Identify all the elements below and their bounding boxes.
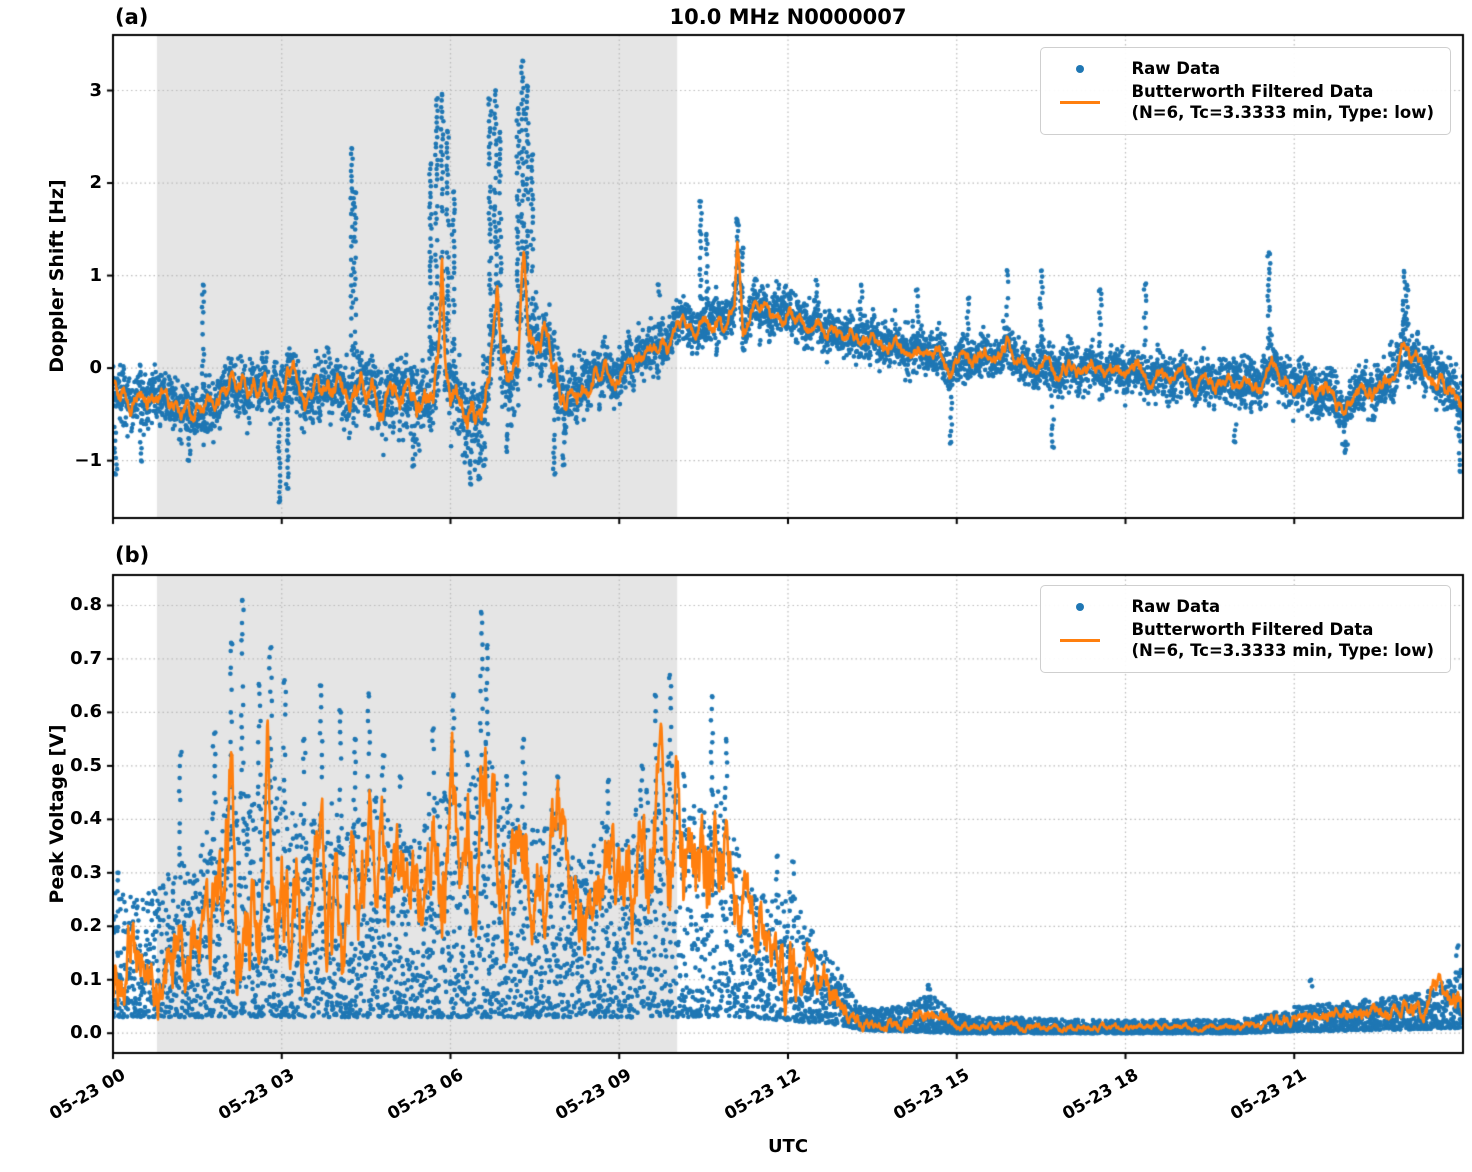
filtered-line-icon xyxy=(1051,638,1109,642)
y-tick-label: 0.0 xyxy=(70,1022,102,1044)
y-tick-label: 0.3 xyxy=(70,861,102,883)
panel-a-tag: (a) xyxy=(115,5,149,29)
legend-entry-raw: Raw Data xyxy=(1051,58,1434,79)
y-tick-label: 0 xyxy=(89,357,102,379)
legend-panel-b: Raw Data Butterworth Filtered Data (N=6,… xyxy=(1040,585,1451,673)
chart-title: 10.0 MHz N0000007 xyxy=(669,5,907,29)
y-tick-label: 0.7 xyxy=(70,647,102,669)
legend-filtered-label-line2: (N=6, Tc=3.3333 min, Type: low) xyxy=(1131,641,1434,660)
y-tick-label: 2 xyxy=(89,172,102,194)
legend-filtered-label-line2: (N=6, Tc=3.3333 min, Type: low) xyxy=(1131,103,1434,122)
legend-raw-label: Raw Data xyxy=(1131,597,1221,616)
legend-entry-filtered: Butterworth Filtered Data (N=6, Tc=3.333… xyxy=(1051,81,1434,123)
legend-filtered-label-line1: Butterworth Filtered Data xyxy=(1131,620,1374,639)
y-tick-label: 3 xyxy=(89,79,102,101)
y-tick-label: 0.1 xyxy=(70,968,102,990)
y-tick-label: 0.5 xyxy=(70,754,102,776)
legend-entry-raw: Raw Data xyxy=(1051,596,1434,617)
x-axis-label: UTC xyxy=(767,1136,809,1157)
raw-data-dot-icon xyxy=(1051,64,1109,73)
legend-entry-filtered: Butterworth Filtered Data (N=6, Tc=3.333… xyxy=(1051,619,1434,661)
y-tick-label: 1 xyxy=(89,264,102,286)
legend-filtered-label: Butterworth Filtered Data (N=6, Tc=3.333… xyxy=(1131,619,1434,661)
panel-b-tag: (b) xyxy=(115,543,150,567)
y-tick-label: 0.2 xyxy=(70,915,102,937)
y-tick-label: 0.8 xyxy=(70,594,102,616)
legend-filtered-label: Butterworth Filtered Data (N=6, Tc=3.333… xyxy=(1131,81,1434,123)
y-tick-label: 0.4 xyxy=(70,808,102,830)
filtered-line-icon xyxy=(1051,100,1109,104)
y-tick-label: −1 xyxy=(74,449,102,471)
legend-raw-label: Raw Data xyxy=(1131,59,1221,78)
legend-panel-a: Raw Data Butterworth Filtered Data (N=6,… xyxy=(1040,47,1451,135)
y-tick-label: 0.6 xyxy=(70,701,102,723)
raw-data-dot-icon xyxy=(1051,602,1109,611)
legend-filtered-label-line1: Butterworth Filtered Data xyxy=(1131,82,1374,101)
